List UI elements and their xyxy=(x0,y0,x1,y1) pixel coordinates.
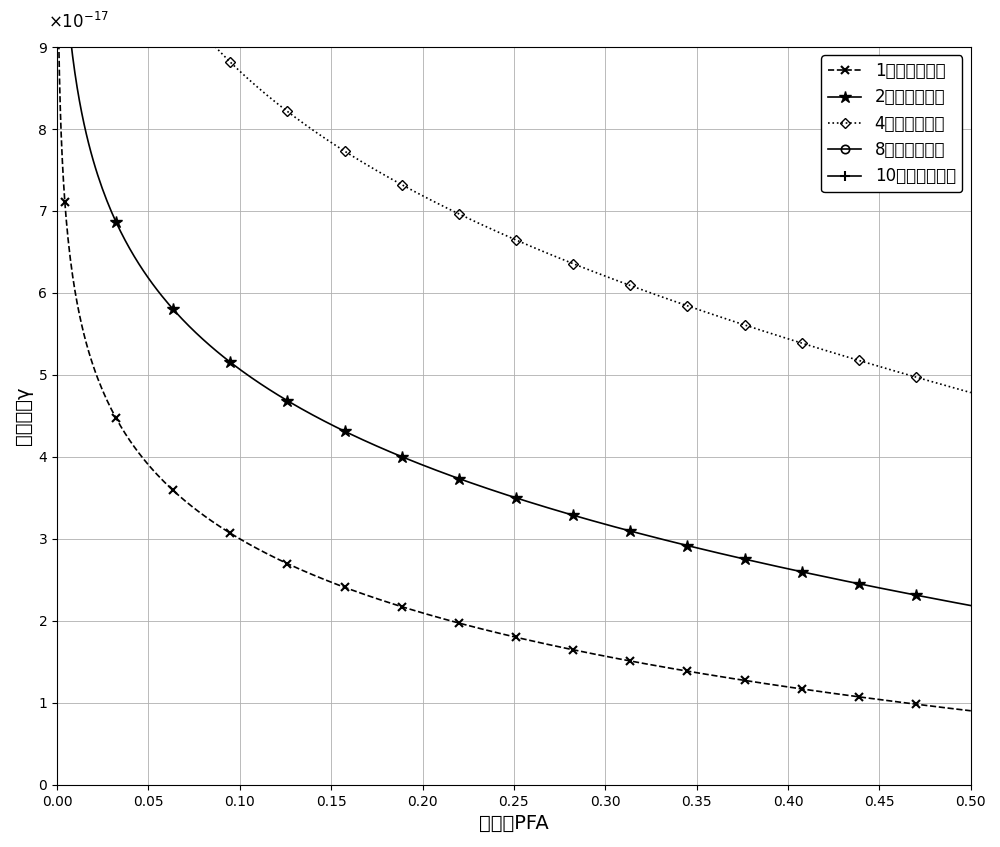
1次非相干积累 xyxy=(681,666,693,676)
1次非相干积累 xyxy=(949,704,961,714)
2次非相干积累 xyxy=(681,540,693,551)
1次非相干积累 xyxy=(59,197,71,207)
X-axis label: 虚警率PFA: 虚警率PFA xyxy=(479,814,549,833)
Text: $\times 10^{-17}$: $\times 10^{-17}$ xyxy=(48,12,109,32)
Line: 4次非相干积累: 4次非相干积累 xyxy=(54,0,974,396)
2次非相干积累 xyxy=(921,592,933,602)
4次非相干积累 xyxy=(949,383,961,393)
2次非相干积累 xyxy=(517,495,529,505)
2次非相干积累 xyxy=(110,217,122,227)
Line: 1次非相干积累: 1次非相干积累 xyxy=(53,0,975,715)
2次非相干积累 xyxy=(965,601,977,611)
4次非相干积累 xyxy=(965,388,977,398)
4次非相干积累 xyxy=(517,238,529,248)
4次非相干积累 xyxy=(921,375,933,385)
2次非相干积累 xyxy=(949,597,961,607)
4次非相干积累 xyxy=(681,301,693,311)
Y-axis label: 判决门限γ: 判决门限γ xyxy=(14,387,33,446)
Line: 2次非相干积累: 2次非相干积累 xyxy=(51,0,977,612)
1次非相干积累 xyxy=(517,634,529,644)
1次非相干积累 xyxy=(110,413,122,424)
1次非相干积累 xyxy=(965,706,977,716)
1次非相干积累 xyxy=(921,700,933,711)
Legend: 1次非相干积累, 2次非相干积累, 4次非相干积累, 8次非相干积累, 10次非相干积累: 1次非相干积累, 2次非相干积累, 4次非相干积累, 8次非相干积累, 10次非… xyxy=(821,55,962,192)
